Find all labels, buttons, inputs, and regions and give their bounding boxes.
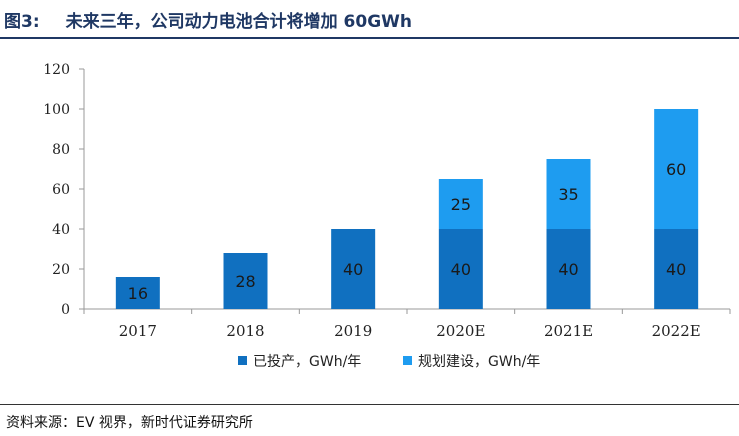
y-tick-label: 20 bbox=[52, 262, 70, 278]
x-tick-label: 2019 bbox=[334, 322, 372, 340]
data-label: 40 bbox=[666, 260, 686, 279]
data-label: 40 bbox=[451, 260, 471, 279]
y-tick-label: 80 bbox=[52, 142, 70, 158]
bars bbox=[115, 109, 699, 309]
source-note: 资料来源：EV 视界，新时代证券研究所 bbox=[6, 415, 253, 431]
x-tick-label: 2022E bbox=[652, 322, 701, 340]
bar-segment-built bbox=[223, 253, 268, 309]
data-label: 25 bbox=[451, 195, 471, 214]
y-tick-label: 40 bbox=[52, 222, 70, 238]
y-tick-label: 120 bbox=[43, 62, 70, 78]
y-tick-label: 60 bbox=[52, 182, 70, 198]
footer-rule bbox=[0, 404, 739, 405]
bar-segment-built bbox=[654, 229, 699, 309]
bar-segment-built bbox=[438, 229, 483, 309]
y-tick-label: 100 bbox=[43, 102, 70, 118]
y-tick-label: 0 bbox=[61, 302, 70, 318]
x-tick-label: 2017 bbox=[119, 322, 157, 340]
bar-segment-planned bbox=[654, 109, 699, 229]
bar-segment-planned bbox=[438, 179, 483, 229]
legend-label: 已投产，GWh/年 bbox=[253, 354, 361, 370]
axes: 0 20 40 60 80 100 120 2017 2018 2019 2020E 2021E 202… bbox=[43, 62, 731, 340]
stacked-bar-chart: 0 20 40 60 80 100 120 2017 2018 2019 2020E 2021E 202… bbox=[43, 62, 731, 370]
legend-label: 规划建设，GWh/年 bbox=[418, 354, 540, 370]
x-tick-label: 2020E bbox=[436, 322, 485, 340]
bar-segment-planned bbox=[546, 159, 591, 229]
x-tick-label: 2021E bbox=[544, 322, 593, 340]
figure-label: 图3: bbox=[4, 11, 40, 32]
x-tick-label: 2018 bbox=[226, 322, 264, 340]
data-labels: 16 28 40 40 25 40 35 40 60 bbox=[128, 160, 687, 303]
bar-segment-built bbox=[546, 229, 591, 309]
bar-segment-built bbox=[115, 277, 160, 309]
legend-swatch bbox=[238, 356, 247, 365]
legend-swatch bbox=[403, 356, 412, 365]
title-bar: 图3: 未来三年，公司动力电池合计将增加 60GWh bbox=[4, 4, 412, 34]
legend: 已投产，GWh/年 规划建设，GWh/年 bbox=[238, 354, 540, 370]
data-label: 16 bbox=[128, 284, 148, 303]
data-label: 60 bbox=[666, 160, 686, 179]
data-label: 40 bbox=[558, 260, 578, 279]
figure-title: 未来三年，公司动力电池合计将增加 60GWh bbox=[65, 11, 413, 32]
title-rule bbox=[0, 37, 739, 39]
bar-segment-built bbox=[331, 229, 376, 309]
data-label: 35 bbox=[558, 185, 578, 204]
data-label: 40 bbox=[343, 260, 363, 279]
data-label: 28 bbox=[235, 272, 255, 291]
